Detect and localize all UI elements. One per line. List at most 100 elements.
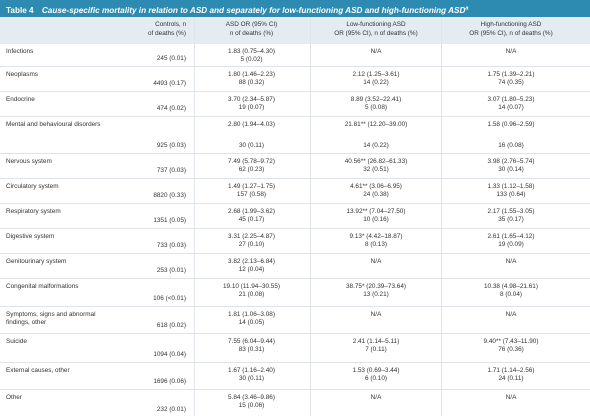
table-row: Neoplasms 4493 (0.17) 1.80 (1.46–2.23) 88… — [0, 67, 590, 92]
table-title: Cause-specific mortality in relation to … — [36, 5, 469, 15]
high-functioning-cell-deaths: 16 (0.08) — [446, 142, 576, 150]
deaths-value: 62 (0.23) — [238, 166, 265, 173]
cause-cell: Genitourinary system — [6, 258, 67, 265]
low-functioning-cell: 2.12 (1.25–3.61) 14 (0.22) — [316, 71, 436, 87]
cause-cell: Infections — [6, 48, 34, 55]
asd-cell: 3.82 (2.13–6.84) 12 (0.04) — [200, 258, 303, 274]
deaths-value: 35 (0.17) — [498, 216, 524, 223]
deaths-value: 88 (0.32) — [238, 79, 265, 86]
or-value: N/A — [505, 311, 517, 318]
controls-cell: 1696 (0.06) — [153, 378, 186, 385]
cause-cell: Circulatory system — [6, 183, 59, 190]
asd-cell: 19.10 (11.94–30.55) 21 (0.08) — [200, 283, 303, 299]
controls-cell: 925 (0.03) — [156, 142, 186, 149]
low-functioning-cell: 8.89 (3.52–22.41) 5 (0.08) — [316, 96, 436, 112]
controls-cell: 733 (0.03) — [156, 242, 186, 249]
deaths-value: 8 (0.04) — [499, 291, 523, 298]
table-title-footnote-mark: a — [465, 5, 469, 11]
deaths-value: 74 (0.35) — [498, 79, 524, 86]
deaths-value: 133 (0.64) — [496, 191, 526, 198]
asd-cell: 1.81 (1.06–3.08) 14 (0.05) — [200, 311, 303, 327]
or-value: 3.31 (2.25–4.87) — [228, 233, 275, 240]
or-value: 1.53 (0.69–3.44) — [352, 367, 400, 374]
deaths-value: 15 (0.06) — [238, 402, 265, 409]
cause-cell: External causes, other — [6, 367, 70, 374]
column-header-line1: Low-functioning ASD — [346, 21, 406, 28]
deaths-value: 14 (0.05) — [238, 319, 265, 326]
deaths-value: 76 (0.36) — [498, 346, 524, 353]
cause-cell: Congenital malformations — [6, 283, 79, 290]
or-value: N/A — [370, 311, 382, 318]
deaths-value: 45 (0.17) — [238, 216, 265, 223]
table-row: Mental and behavioural disorders 925 (0.… — [0, 117, 590, 154]
or-value: 3.07 (1.80–5.23) — [487, 96, 535, 103]
controls-cell: 1351 (0.05) — [153, 217, 186, 224]
column-header-high-functioning: High-functioning ASD OR (95% CI), n of d… — [446, 21, 576, 38]
high-functioning-cell: 1.33 (1.12–1.58) 133 (0.64) — [446, 183, 576, 199]
table-row: Genitourinary system 253 (0.01) 3.82 (2.… — [0, 254, 590, 279]
controls-cell: 245 (0.01) — [156, 55, 186, 62]
deaths-value: 32 (0.51) — [363, 166, 389, 173]
column-divider — [441, 17, 442, 416]
column-header-controls: Controls, n of deaths (%) — [96, 21, 186, 38]
high-functioning-cell: 1.58 (0.96–2.59) — [446, 121, 576, 129]
or-value: 1.80 (1.46–2.23) — [228, 71, 275, 78]
deaths-value: 14 (0.22) — [363, 79, 389, 86]
or-value: 40.56** (26.82–61.33) — [344, 158, 408, 165]
column-header-low-functioning: Low-functioning ASD OR (95% CI), n of de… — [316, 21, 436, 38]
or-value: 2.61 (1.65–4.12) — [487, 233, 535, 240]
or-value: 1.71 (1.14–2.56) — [487, 367, 535, 374]
asd-cell: 1.67 (1.16–2.40) 30 (0.11) — [200, 367, 303, 383]
table-caption: Table 4 Cause-specific mortality in rela… — [0, 0, 590, 17]
high-functioning-cell: 1.75 (1.39–2.21) 74 (0.35) — [446, 71, 576, 87]
asd-cell-deaths: 30 (0.11) — [200, 142, 303, 150]
deaths-value: 6 (0.10) — [364, 375, 388, 382]
low-functioning-cell: 21.81** (12.20–39.00) — [316, 121, 436, 129]
or-value: 2.41 (1.14–5.11) — [352, 338, 400, 345]
deaths-value: 5 (0.08) — [364, 104, 388, 111]
cause-cell: Symptoms, signs and abnormal findings, o… — [6, 311, 96, 326]
high-functioning-cell: 1.71 (1.14–2.56) 24 (0.11) — [446, 367, 576, 383]
deaths-value: 30 (0.11) — [238, 375, 265, 382]
deaths-value: 8 (0.13) — [364, 241, 388, 248]
table-row: Infections 245 (0.01) 1.83 (0.75–4.30) 5 … — [0, 44, 590, 67]
or-value: 7.55 (6.04–9.44) — [228, 338, 275, 345]
deaths-value: 27 (0.10) — [238, 241, 265, 248]
column-header-line1: High-functioning ASD — [480, 21, 542, 28]
high-functioning-cell: 2.17 (1.55–3.05) 35 (0.17) — [446, 208, 576, 224]
table-row: Respiratory system 1351 (0.05) 2.68 (1.9… — [0, 204, 590, 229]
table-row: Endocrine 474 (0.02) 3.70 (2.34–5.87) 19 … — [0, 92, 590, 117]
deaths-value: 30 (0.11) — [238, 142, 265, 149]
controls-cell: 737 (0.03) — [156, 167, 186, 174]
controls-cell: 106 (<0.01) — [153, 295, 186, 302]
controls-cell: 474 (0.02) — [156, 105, 186, 112]
table-row: Circulatory system 8820 (0.33) 1.49 (1.2… — [0, 179, 590, 204]
asd-cell: 2.80 (1.94–4.03) — [200, 121, 303, 129]
or-value: N/A — [505, 258, 517, 265]
or-value: 13.92** (7.04–27.50) — [346, 208, 406, 215]
low-functioning-cell: 4.61** (3.06–6.95) 24 (0.38) — [316, 183, 436, 199]
high-functioning-cell: 9.40** (7.43–11.90) 76 (0.36) — [446, 338, 576, 354]
cause-cell: Endocrine — [6, 96, 35, 103]
deaths-value: 13 (0.21) — [363, 291, 389, 298]
column-header-line1: Controls, n — [155, 21, 186, 28]
column-header-asd: ASD OR (95% CI) n of deaths (%) — [200, 21, 303, 38]
low-functioning-cell: 9.13* (4.42–18.87) 8 (0.13) — [316, 233, 436, 249]
cause-cell: Neoplasms — [6, 71, 38, 78]
low-functioning-cell: 1.53 (0.69–3.44) 6 (0.10) — [316, 367, 436, 383]
low-functioning-cell-deaths: 14 (0.22) — [316, 142, 436, 150]
or-value: 1.75 (1.39–2.21) — [487, 71, 535, 78]
or-value: 8.89 (3.52–22.41) — [350, 96, 402, 103]
table-body: Infections 245 (0.01) 1.83 (0.75–4.30) 5 … — [0, 44, 590, 417]
cause-cell: Respiratory system — [6, 208, 61, 215]
or-value: 7.49 (5.78–9.72) — [228, 158, 275, 165]
asd-cell: 1.49 (1.27–1.75) 157 (0.58) — [200, 183, 303, 199]
deaths-value: 21 (0.08) — [238, 291, 265, 298]
high-functioning-cell: N/A — [446, 394, 576, 402]
cause-cell: Digestive system — [6, 233, 55, 240]
controls-cell: 232 (0.01) — [156, 406, 186, 413]
low-functioning-cell: N/A — [316, 258, 436, 266]
controls-cell: 253 (0.01) — [156, 267, 186, 274]
deaths-value: 10 (0.16) — [363, 216, 389, 223]
high-functioning-cell: N/A — [446, 48, 576, 56]
